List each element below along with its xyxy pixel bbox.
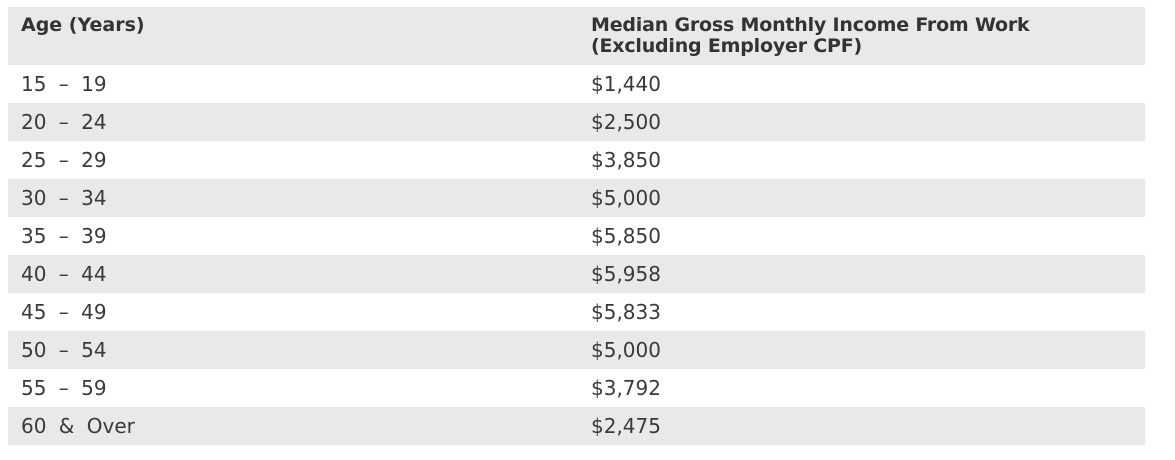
age-cell: 20 – 24	[8, 103, 578, 141]
income-cell: $5,833	[578, 293, 1145, 331]
age-cell: 60 & Over	[8, 407, 578, 445]
income-cell: $5,958	[578, 255, 1145, 293]
header-income: Median Gross Monthly Income From Work (E…	[578, 7, 1145, 65]
table-row: 15 – 19 $1,440	[8, 65, 1145, 103]
age-cell: 50 – 54	[8, 331, 578, 369]
age-cell: 45 – 49	[8, 293, 578, 331]
age-cell: 35 – 39	[8, 217, 578, 255]
table-header: Age (Years) Median Gross Monthly Income …	[8, 7, 1145, 65]
age-cell: 40 – 44	[8, 255, 578, 293]
income-cell: $5,000	[578, 331, 1145, 369]
table-row: 35 – 39 $5,850	[8, 217, 1145, 255]
income-table-container: Age (Years) Median Gross Monthly Income …	[8, 7, 1145, 445]
income-cell: $5,850	[578, 217, 1145, 255]
age-cell: 25 – 29	[8, 141, 578, 179]
income-cell: $3,792	[578, 369, 1145, 407]
income-cell: $3,850	[578, 141, 1145, 179]
income-by-age-table: Age (Years) Median Gross Monthly Income …	[8, 7, 1145, 445]
header-row: Age (Years) Median Gross Monthly Income …	[8, 7, 1145, 65]
income-cell: $1,440	[578, 65, 1145, 103]
table-row: 55 – 59 $3,792	[8, 369, 1145, 407]
age-cell: 15 – 19	[8, 65, 578, 103]
age-cell: 55 – 59	[8, 369, 578, 407]
table-row: 50 – 54 $5,000	[8, 331, 1145, 369]
income-cell: $2,500	[578, 103, 1145, 141]
header-age: Age (Years)	[8, 7, 578, 65]
income-cell: $2,475	[578, 407, 1145, 445]
table-row: 20 – 24 $2,500	[8, 103, 1145, 141]
table-row: 40 – 44 $5,958	[8, 255, 1145, 293]
table-row: 60 & Over $2,475	[8, 407, 1145, 445]
income-cell: $5,000	[578, 179, 1145, 217]
table-body: 15 – 19 $1,440 20 – 24 $2,500 25 – 29 $3,850 3…	[8, 65, 1145, 445]
table-row: 45 – 49 $5,833	[8, 293, 1145, 331]
table-row: 25 – 29 $3,850	[8, 141, 1145, 179]
age-cell: 30 – 34	[8, 179, 578, 217]
table-row: 30 – 34 $5,000	[8, 179, 1145, 217]
